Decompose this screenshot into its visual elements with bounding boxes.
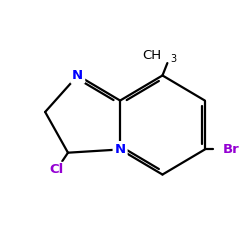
Text: CH: CH <box>142 50 162 62</box>
Text: 3: 3 <box>170 54 176 64</box>
Text: N: N <box>114 143 126 156</box>
Text: N: N <box>72 69 83 82</box>
Text: Cl: Cl <box>50 163 64 176</box>
Text: Br: Br <box>223 143 240 156</box>
